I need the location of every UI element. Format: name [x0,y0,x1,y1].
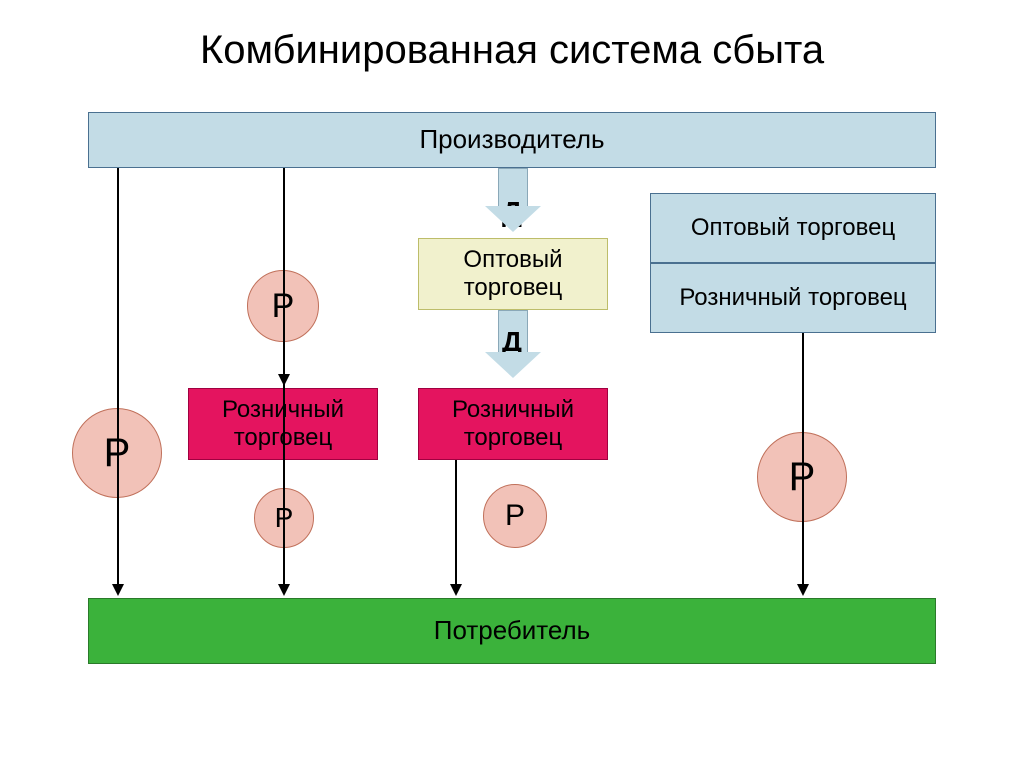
arrow-head-3 [797,584,809,596]
arrow-head-2 [450,584,462,596]
page-title: Комбинированная система сбыта [0,28,1024,73]
box-retail_mid2: Розничный торговец [418,388,608,460]
box-wholesale_mid: Оптовый торговец [418,238,608,310]
arrow-head-4 [278,374,290,386]
arrow-line-4 [283,342,285,376]
circle-p_small_2: Р [483,484,547,548]
arrow-line-3 [802,333,804,586]
box-producer: Производитель [88,112,936,168]
arrow-line-0 [117,168,119,586]
arrow-head-1 [278,584,290,596]
arrow-head-0 [112,584,124,596]
box-wholesale_right: Оптовый торговец [650,193,936,263]
arrow-line-2 [455,460,457,586]
box-retail_right: Розничный торговец [650,263,936,333]
box-consumer: Потребитель [88,598,936,664]
